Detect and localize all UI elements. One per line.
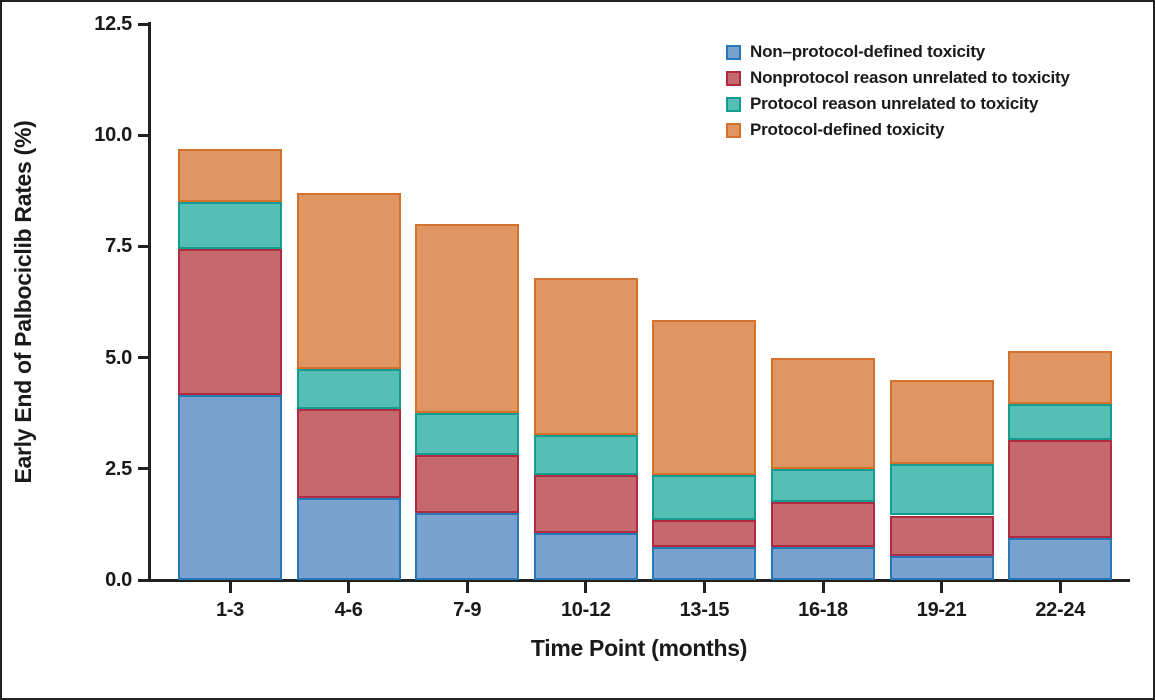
x-tick-label: 19-21: [916, 599, 967, 621]
y-tick-label: 7.5: [105, 235, 132, 258]
legend-label: Non–protocol-defined toxicity: [750, 42, 986, 61]
x-tick-label: 22-24: [1035, 599, 1086, 621]
x-tick-mark: [584, 582, 588, 593]
bar-segment: [415, 513, 520, 580]
x-tick-mark: [1058, 582, 1062, 593]
bar-segment: [1008, 439, 1113, 538]
bar-segment: [296, 193, 401, 369]
y-tick-label: 5.0: [105, 346, 132, 369]
bar-segment: [771, 546, 875, 580]
x-tick-label: 1-3: [215, 599, 244, 621]
y-tick-label: 12.5: [94, 13, 132, 35]
legend-label: Protocol reason unrelated to toxicity: [750, 94, 1039, 113]
bar-segment: [415, 455, 520, 514]
bar-segment: [1008, 537, 1113, 580]
legend: Non–protocol-defined toxicity Nonprotocol…: [726, 39, 1070, 143]
y-tick-label: 10.0: [94, 124, 132, 147]
y-tick-mark: [138, 22, 148, 26]
bar-segment: [178, 395, 282, 580]
x-tick-label: 4-6: [334, 599, 363, 621]
legend-label: Nonprotocol reason unrelated to toxicity: [750, 68, 1070, 87]
bar-segment: [889, 464, 994, 516]
x-axis-line: [148, 579, 1130, 582]
bar-segment: [889, 379, 994, 465]
bar-segment: [296, 497, 401, 580]
x-axis-title: Time Point (months): [530, 635, 748, 661]
y-tick-label: 0.0: [105, 569, 132, 591]
x-tick-mark: [347, 582, 351, 593]
bar-segment: [652, 319, 757, 476]
bar-segment: [1008, 404, 1113, 440]
bar-segment: [178, 201, 282, 249]
x-tick-mark: [228, 582, 232, 593]
bar-segment: [533, 475, 638, 534]
x-tick-mark: [702, 582, 706, 593]
y-axis-title: Early End of Palbociclib Rates (%): [10, 120, 36, 484]
legend-swatch-icon: [726, 122, 741, 138]
y-tick-mark: [138, 133, 148, 137]
legend-item: Non–protocol-defined toxicity: [726, 39, 1070, 65]
bar-segment: [178, 248, 282, 396]
x-tick-label: 13-15: [679, 599, 730, 621]
bar-segment: [889, 555, 994, 580]
legend-swatch-icon: [726, 70, 741, 86]
x-tick-mark: [465, 582, 469, 593]
bar-segment: [1008, 350, 1113, 405]
y-tick-mark: [138, 356, 148, 360]
bar-segment: [296, 408, 401, 498]
y-tick-mark: [138, 244, 148, 248]
bar-segment: [652, 546, 757, 580]
x-tick-mark: [821, 582, 825, 593]
y-tick-mark: [138, 467, 148, 471]
x-tick-label: 10-12: [560, 599, 611, 621]
legend-item: Nonprotocol reason unrelated to toxicity: [726, 65, 1070, 91]
bar-segment: [415, 224, 520, 414]
bar-segment: [415, 413, 520, 456]
x-tick-mark: [940, 582, 944, 593]
bar-segment: [771, 502, 875, 547]
x-tick-label: 7-9: [453, 599, 482, 621]
legend-swatch-icon: [726, 44, 741, 60]
bar-segment: [652, 519, 757, 547]
bar-segment: [296, 368, 401, 409]
x-tick-label: 16-18: [798, 599, 848, 621]
legend-label: Protocol-defined toxicity: [750, 120, 945, 139]
legend-item: Protocol-defined toxicity: [726, 117, 1070, 143]
y-axis-line: [148, 22, 151, 582]
bar-segment: [533, 277, 638, 436]
bar-segment: [533, 435, 638, 476]
bar-segment: [652, 475, 757, 520]
bar-segment: [889, 515, 994, 556]
bar-segment: [533, 533, 638, 580]
legend-swatch-icon: [726, 96, 741, 112]
y-tick-mark: [138, 578, 148, 582]
bar-segment: [178, 148, 282, 202]
y-tick-label: 2.5: [105, 457, 132, 480]
bar-segment: [771, 468, 875, 503]
bar-segment: [771, 357, 875, 469]
legend-item: Protocol reason unrelated to toxicity: [726, 91, 1070, 117]
